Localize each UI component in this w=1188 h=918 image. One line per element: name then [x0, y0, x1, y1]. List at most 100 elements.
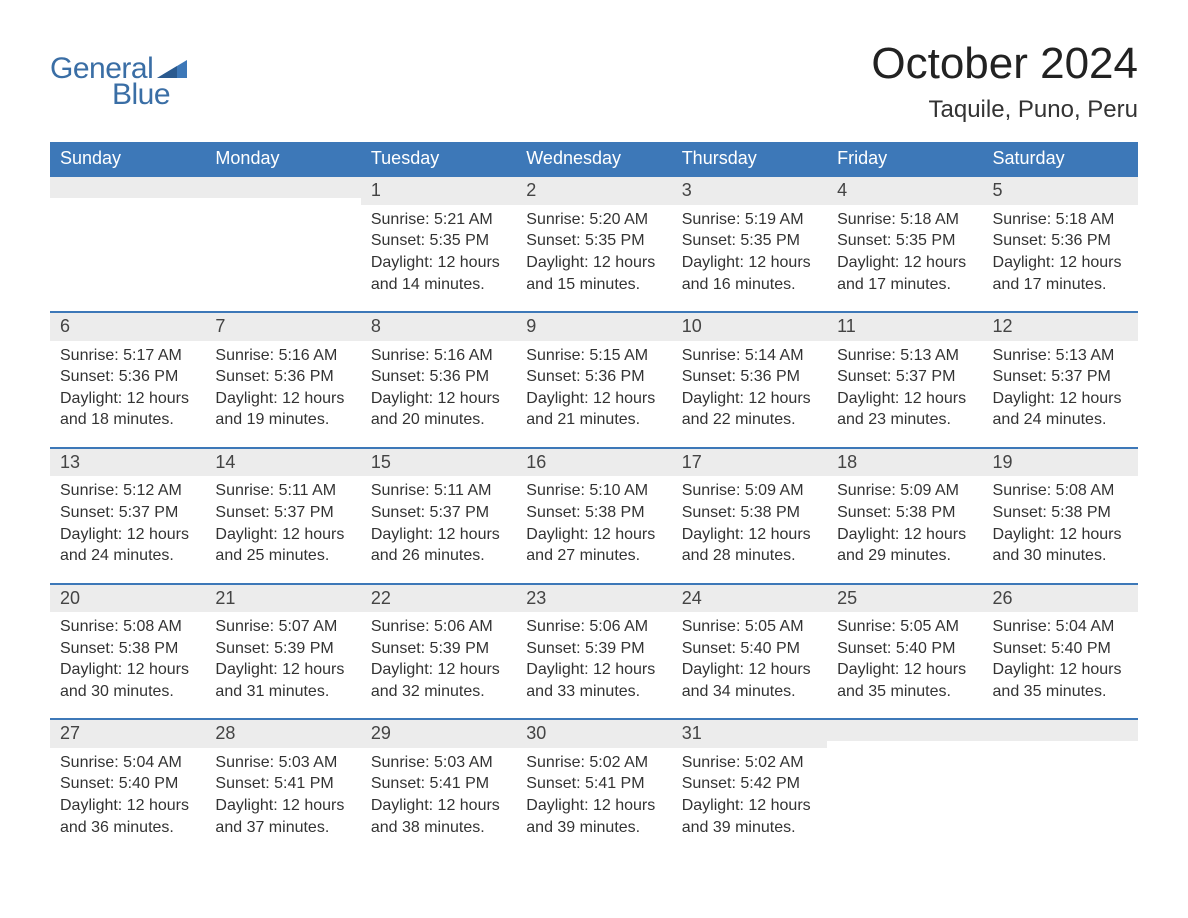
daylight-line: Daylight: 12 hours and 19 minutes. — [215, 388, 350, 431]
day-number: 11 — [827, 311, 982, 340]
day-number: 14 — [205, 447, 360, 476]
weekday-header: Saturday — [983, 142, 1138, 175]
sunset-line: Sunset: 5:36 PM — [526, 366, 661, 388]
daylight-line: Daylight: 12 hours and 38 minutes. — [371, 795, 506, 838]
day-body: Sunrise: 5:04 AMSunset: 5:40 PMDaylight:… — [983, 612, 1138, 718]
day-number: 18 — [827, 447, 982, 476]
sunset-line: Sunset: 5:41 PM — [371, 773, 506, 795]
day-body: Sunrise: 5:07 AMSunset: 5:39 PMDaylight:… — [205, 612, 360, 718]
day-cell: 14Sunrise: 5:11 AMSunset: 5:37 PMDayligh… — [205, 447, 360, 583]
day-cell: 28Sunrise: 5:03 AMSunset: 5:41 PMDayligh… — [205, 718, 360, 854]
sunrise-line: Sunrise: 5:20 AM — [526, 209, 661, 231]
weekday-header-row: SundayMondayTuesdayWednesdayThursdayFrid… — [50, 142, 1138, 175]
sunrise-line: Sunrise: 5:16 AM — [371, 345, 506, 367]
day-number: 9 — [516, 311, 671, 340]
sunset-line: Sunset: 5:41 PM — [526, 773, 661, 795]
day-cell — [205, 175, 360, 311]
sunset-line: Sunset: 5:38 PM — [837, 502, 972, 524]
sunset-line: Sunset: 5:35 PM — [526, 230, 661, 252]
sunset-line: Sunset: 5:38 PM — [682, 502, 817, 524]
daylight-line: Daylight: 12 hours and 30 minutes. — [60, 659, 195, 702]
sunset-line: Sunset: 5:40 PM — [993, 638, 1128, 660]
day-body: Sunrise: 5:15 AMSunset: 5:36 PMDaylight:… — [516, 341, 671, 447]
day-cell — [827, 718, 982, 854]
day-body: Sunrise: 5:06 AMSunset: 5:39 PMDaylight:… — [516, 612, 671, 718]
day-cell: 6Sunrise: 5:17 AMSunset: 5:36 PMDaylight… — [50, 311, 205, 447]
day-cell: 3Sunrise: 5:19 AMSunset: 5:35 PMDaylight… — [672, 175, 827, 311]
sunrise-line: Sunrise: 5:07 AM — [215, 616, 350, 638]
day-body: Sunrise: 5:18 AMSunset: 5:36 PMDaylight:… — [983, 205, 1138, 311]
sunrise-line: Sunrise: 5:11 AM — [215, 480, 350, 502]
day-number: 29 — [361, 718, 516, 747]
sunrise-line: Sunrise: 5:05 AM — [837, 616, 972, 638]
page-header: General Blue October 2024 Taquile, Puno,… — [50, 40, 1138, 124]
sunrise-line: Sunrise: 5:09 AM — [837, 480, 972, 502]
weekday-header: Tuesday — [361, 142, 516, 175]
day-number: 25 — [827, 583, 982, 612]
weekday-header: Wednesday — [516, 142, 671, 175]
daylight-line: Daylight: 12 hours and 31 minutes. — [215, 659, 350, 702]
day-body: Sunrise: 5:13 AMSunset: 5:37 PMDaylight:… — [827, 341, 982, 447]
day-body: Sunrise: 5:16 AMSunset: 5:36 PMDaylight:… — [361, 341, 516, 447]
day-cell: 4Sunrise: 5:18 AMSunset: 5:35 PMDaylight… — [827, 175, 982, 311]
day-number — [827, 718, 982, 741]
sunrise-line: Sunrise: 5:14 AM — [682, 345, 817, 367]
day-number: 16 — [516, 447, 671, 476]
week-row: 27Sunrise: 5:04 AMSunset: 5:40 PMDayligh… — [50, 718, 1138, 854]
day-body: Sunrise: 5:06 AMSunset: 5:39 PMDaylight:… — [361, 612, 516, 718]
day-cell: 24Sunrise: 5:05 AMSunset: 5:40 PMDayligh… — [672, 583, 827, 719]
day-number: 10 — [672, 311, 827, 340]
flag-icon — [157, 60, 187, 78]
sunset-line: Sunset: 5:35 PM — [837, 230, 972, 252]
day-number: 15 — [361, 447, 516, 476]
day-body: Sunrise: 5:09 AMSunset: 5:38 PMDaylight:… — [672, 476, 827, 582]
sunrise-line: Sunrise: 5:15 AM — [526, 345, 661, 367]
daylight-line: Daylight: 12 hours and 39 minutes. — [526, 795, 661, 838]
day-cell: 18 Sunrise: 5:09 AMSunset: 5:38 PMDayligh… — [827, 447, 982, 583]
daylight-line: Daylight: 12 hours and 29 minutes. — [837, 524, 972, 567]
sunrise-line: Sunrise: 5:10 AM — [526, 480, 661, 502]
daylight-line: Daylight: 12 hours and 35 minutes. — [837, 659, 972, 702]
day-number: 20 — [50, 583, 205, 612]
daylight-line: Daylight: 12 hours and 37 minutes. — [215, 795, 350, 838]
day-body: Sunrise: 5:20 AMSunset: 5:35 PMDaylight:… — [516, 205, 671, 311]
day-body: Sunrise: 5:12 AMSunset: 5:37 PMDaylight:… — [50, 476, 205, 582]
day-number — [205, 175, 360, 198]
day-cell: 27Sunrise: 5:04 AMSunset: 5:40 PMDayligh… — [50, 718, 205, 854]
sunrise-line: Sunrise: 5:04 AM — [60, 752, 195, 774]
title-block: October 2024 Taquile, Puno, Peru — [871, 40, 1138, 124]
sunrise-line: Sunrise: 5:12 AM — [60, 480, 195, 502]
day-cell: 25Sunrise: 5:05 AMSunset: 5:40 PMDayligh… — [827, 583, 982, 719]
daylight-line: Daylight: 12 hours and 32 minutes. — [371, 659, 506, 702]
sunrise-line: Sunrise: 5:17 AM — [60, 345, 195, 367]
sunset-line: Sunset: 5:37 PM — [60, 502, 195, 524]
day-body: Sunrise: 5:05 AMSunset: 5:40 PMDaylight:… — [827, 612, 982, 718]
day-number: 22 — [361, 583, 516, 612]
day-body: Sunrise: 5:19 AMSunset: 5:35 PMDaylight:… — [672, 205, 827, 311]
day-number: 6 — [50, 311, 205, 340]
daylight-line: Daylight: 12 hours and 24 minutes. — [993, 388, 1128, 431]
daylight-line: Daylight: 12 hours and 22 minutes. — [682, 388, 817, 431]
sunset-line: Sunset: 5:39 PM — [215, 638, 350, 660]
sunset-line: Sunset: 5:37 PM — [215, 502, 350, 524]
day-body: Sunrise: 5:05 AMSunset: 5:40 PMDaylight:… — [672, 612, 827, 718]
day-cell: 20Sunrise: 5:08 AMSunset: 5:38 PMDayligh… — [50, 583, 205, 719]
calendar-grid: SundayMondayTuesdayWednesdayThursdayFrid… — [50, 142, 1138, 854]
sunset-line: Sunset: 5:38 PM — [60, 638, 195, 660]
day-cell — [983, 718, 1138, 854]
daylight-line: Daylight: 12 hours and 26 minutes. — [371, 524, 506, 567]
daylight-line: Daylight: 12 hours and 36 minutes. — [60, 795, 195, 838]
day-number: 27 — [50, 718, 205, 747]
sunset-line: Sunset: 5:40 PM — [837, 638, 972, 660]
day-number: 8 — [361, 311, 516, 340]
sunset-line: Sunset: 5:36 PM — [682, 366, 817, 388]
day-body: Sunrise: 5:08 AMSunset: 5:38 PMDaylight:… — [983, 476, 1138, 582]
day-number: 3 — [672, 175, 827, 204]
day-cell: 16Sunrise: 5:10 AMSunset: 5:38 PMDayligh… — [516, 447, 671, 583]
day-cell: 15Sunrise: 5:11 AMSunset: 5:37 PMDayligh… — [361, 447, 516, 583]
daylight-line: Daylight: 12 hours and 17 minutes. — [993, 252, 1128, 295]
daylight-line: Daylight: 12 hours and 39 minutes. — [682, 795, 817, 838]
sunrise-line: Sunrise: 5:08 AM — [993, 480, 1128, 502]
day-cell: 13Sunrise: 5:12 AMSunset: 5:37 PMDayligh… — [50, 447, 205, 583]
month-title: October 2024 — [871, 40, 1138, 88]
